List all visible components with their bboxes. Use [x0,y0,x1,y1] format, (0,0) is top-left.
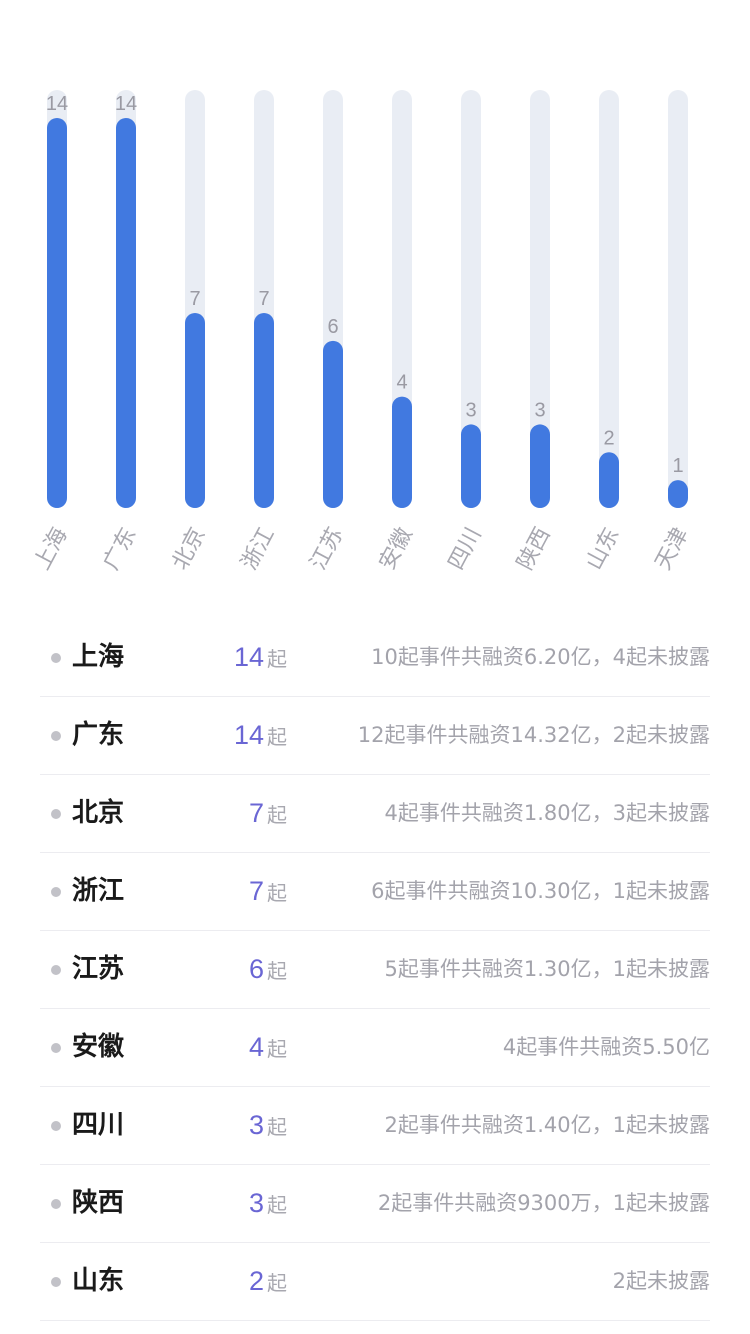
data-label: 1 [672,455,683,477]
province-name: 山东 [72,1266,125,1296]
bar [185,313,205,508]
data-label: 2 [603,427,614,449]
province-name: 广东 [72,720,125,750]
list-item: 上海 14 起 10起事件共融资6.20亿，4起未披露 [40,619,710,697]
bar [599,452,619,508]
financing-summary: 2起事件共融资9300万，1起未披露 [377,1191,710,1215]
count-unit: 起 [267,1193,287,1217]
count-unit: 起 [267,803,287,827]
bar [668,480,688,508]
province-name: 江苏 [72,954,125,984]
event-count: 14 [233,720,264,750]
bullet-dot [51,1121,61,1131]
data-label: 7 [189,288,200,310]
bullet-dot [51,653,61,663]
bar [461,424,481,508]
count-unit: 起 [267,1115,287,1139]
bullet-dot [51,965,61,975]
financing-summary: 12起事件共融资14.32亿，2起未披露 [357,723,710,747]
bar [47,118,67,508]
event-count: 2 [248,1266,264,1296]
count-unit: 起 [267,959,287,983]
bar [116,118,136,508]
category-label: 山东 [582,524,625,575]
category-label: 上海 [30,524,73,575]
event-count: 4 [248,1032,264,1062]
financing-summary: 4起事件共融资1.80亿，3起未披露 [384,801,710,825]
bar [323,340,343,508]
data-label: 7 [258,288,269,310]
bar-track [599,90,619,508]
count-unit: 起 [267,881,287,905]
count-group: 14 起 [190,639,287,679]
financing-summary: 5起事件共融资1.30亿，1起未披露 [384,957,710,981]
bar [254,313,274,508]
financing-summary: 2起事件共融资1.40亿，1起未披露 [384,1113,710,1137]
category-label: 陕西 [513,524,556,575]
data-label: 4 [396,372,407,394]
category-label: 广东 [99,524,142,575]
bullet-dot [51,731,61,741]
data-label: 3 [465,399,476,421]
bullet-dot [51,1199,61,1209]
province-name: 四川 [72,1110,125,1140]
bar [392,396,412,508]
bullet-dot [51,809,61,819]
financing-summary: 2起未披露 [612,1269,710,1293]
financing-summary: 6起事件共融资10.30亿，1起未披露 [371,879,710,903]
count-unit: 起 [267,1271,287,1295]
bar-chart: 14 上海 14 广东 7 北京 7 浙江 6 江苏 4 安徽 3 四川 3 陕西 2 山东 1 天津 [30,90,694,575]
event-count: 14 [233,642,264,672]
count-group: 14 起 [190,717,287,757]
bullet-dot [51,887,61,897]
event-count: 3 [248,1188,264,1218]
event-count: 7 [248,798,264,828]
province-name: 上海 [72,642,125,672]
data-label: 6 [327,316,338,338]
bullet-dot [51,1277,61,1287]
data-label: 14 [115,93,137,115]
data-label: 14 [46,93,68,115]
financing-summary: 4起事件共融资5.50亿 [502,1035,710,1059]
bar [530,424,550,508]
event-count: 6 [248,954,264,984]
category-label: 江苏 [306,524,349,575]
bar-track [530,90,550,508]
bar-track [461,90,481,508]
financing-summary: 10起事件共融资6.20亿，4起未披露 [371,645,710,669]
list-item: 广东 14 起 12起事件共融资14.32亿，2起未披露 [40,697,710,775]
category-label: 四川 [444,524,487,575]
data-label: 3 [534,399,545,421]
province-name: 北京 [72,798,125,828]
count-unit: 起 [267,725,287,749]
province-name: 浙江 [72,876,125,906]
count-unit: 起 [267,647,287,671]
category-label: 浙江 [237,524,280,575]
province-list: 上海 14 起 10起事件共融资6.20亿，4起未披露 广东 14 起 12起事件共… [40,619,710,1321]
event-count: 7 [248,876,264,906]
province-name: 陕西 [72,1188,125,1218]
category-label: 天津 [651,524,694,575]
province-name: 安徽 [72,1032,125,1062]
category-label: 安徽 [375,524,418,575]
bar-track [668,90,688,508]
event-count: 3 [248,1110,264,1140]
count-unit: 起 [267,1037,287,1061]
bullet-dot [51,1043,61,1053]
category-label: 北京 [168,524,211,575]
